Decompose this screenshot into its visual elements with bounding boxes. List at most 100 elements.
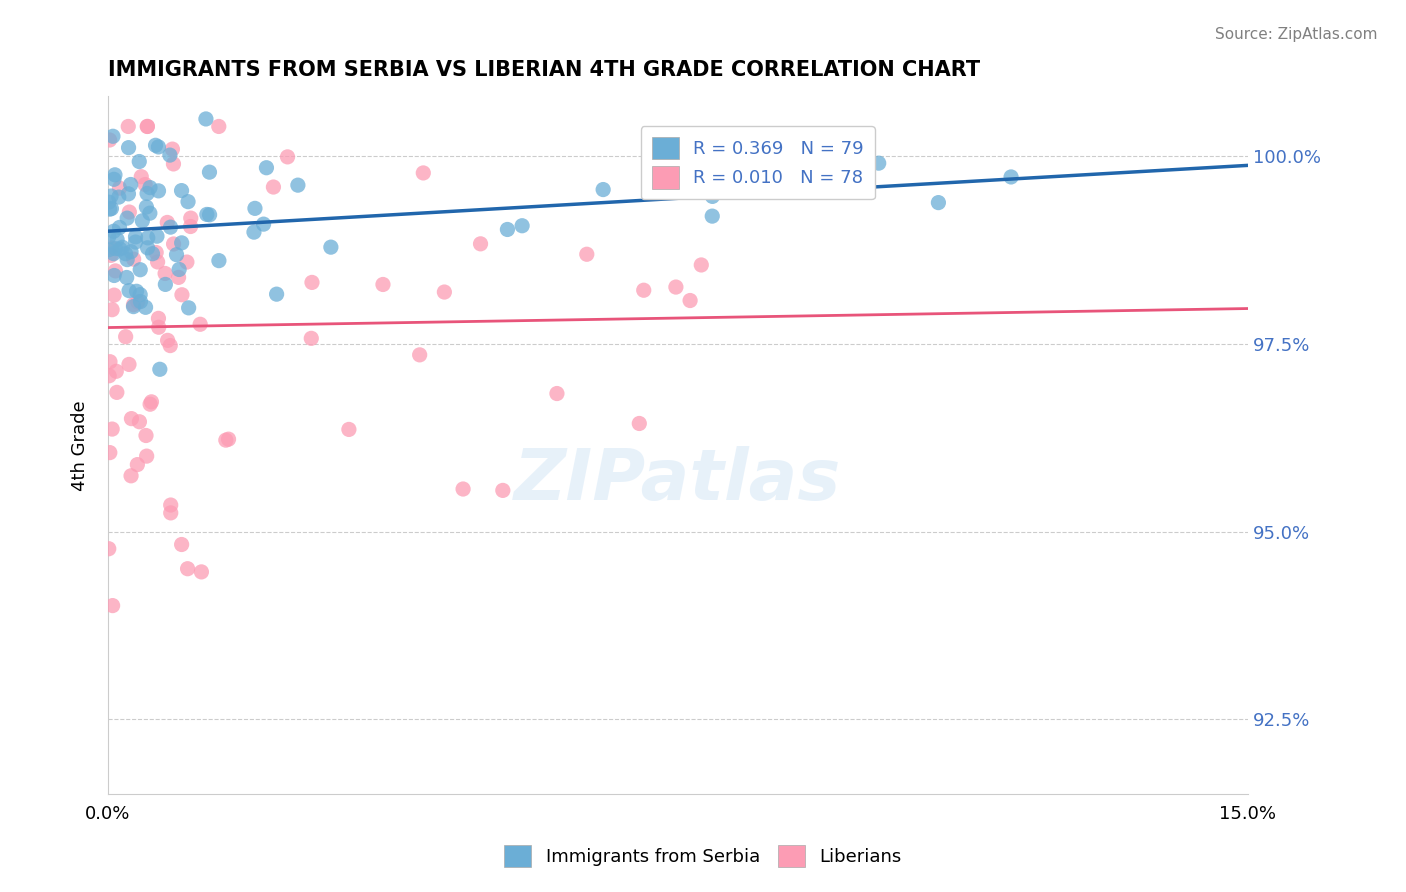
Point [115, 211, 138, 226]
Point [198, 165, 221, 179]
Point [115, 252, 138, 267]
Point [100, 189, 122, 203]
Point [117, 141, 139, 155]
Point [215, 433, 238, 447]
Point [146, 255, 169, 269]
Point [628, 417, 651, 431]
Point [167, 270, 190, 285]
Point [451, 482, 474, 496]
Point [190, 565, 212, 579]
Point [546, 386, 568, 401]
Point [148, 184, 170, 198]
Point [665, 280, 688, 294]
Point [118, 358, 141, 372]
Point [122, 298, 145, 312]
Point [135, 428, 157, 442]
Point [136, 231, 159, 245]
Legend: Immigrants from Serbia, Liberians: Immigrants from Serbia, Liberians [496, 838, 910, 874]
Point [107, 190, 129, 204]
Point [141, 246, 163, 260]
Point [105, 364, 128, 378]
Point [135, 301, 157, 315]
Point [496, 222, 519, 236]
Point [299, 331, 322, 345]
Point [153, 267, 176, 281]
Legend: R = 0.369   N = 79, R = 0.010   N = 78: R = 0.369 N = 79, R = 0.010 N = 78 [641, 127, 875, 199]
Point [139, 206, 162, 220]
Point [135, 449, 157, 463]
Point [129, 287, 152, 301]
Point [702, 209, 724, 223]
Point [122, 252, 145, 267]
Point [159, 338, 181, 352]
Point [868, 156, 890, 170]
Point [927, 195, 949, 210]
Point [194, 112, 217, 126]
Point [97, 541, 120, 556]
Point [98, 133, 121, 147]
Point [118, 205, 141, 219]
Point [208, 253, 231, 268]
Point [177, 301, 200, 315]
Point [243, 202, 266, 216]
Point [145, 245, 167, 260]
Point [120, 411, 142, 425]
Point [408, 348, 430, 362]
Point [128, 415, 150, 429]
Point [433, 285, 456, 299]
Point [319, 240, 342, 254]
Point [575, 247, 598, 261]
Point [120, 244, 142, 259]
Point [262, 180, 284, 194]
Point [277, 150, 299, 164]
Point [702, 189, 724, 203]
Point [127, 295, 149, 310]
Point [128, 154, 150, 169]
Point [120, 468, 142, 483]
Point [97, 229, 120, 244]
Point [592, 183, 614, 197]
Point [218, 432, 240, 446]
Point [301, 276, 323, 290]
Point [114, 329, 136, 343]
Point [470, 236, 492, 251]
Point [135, 200, 157, 214]
Point [256, 161, 278, 175]
Point [103, 268, 125, 283]
Point [124, 230, 146, 244]
Point [105, 385, 128, 400]
Point [104, 264, 127, 278]
Point [162, 237, 184, 252]
Point [146, 229, 169, 244]
Point [148, 311, 170, 326]
Point [98, 445, 121, 459]
Point [266, 287, 288, 301]
Point [98, 202, 121, 216]
Point [129, 294, 152, 309]
Point [167, 262, 190, 277]
Point [155, 277, 177, 292]
Point [159, 498, 181, 512]
Point [208, 120, 231, 134]
Point [148, 320, 170, 334]
Point [111, 240, 134, 254]
Point [371, 277, 394, 292]
Point [100, 248, 122, 262]
Text: Source: ZipAtlas.com: Source: ZipAtlas.com [1215, 27, 1378, 42]
Point [188, 318, 211, 332]
Point [195, 207, 218, 221]
Point [131, 214, 153, 228]
Point [170, 287, 193, 301]
Point [104, 168, 127, 182]
Point [176, 255, 198, 269]
Point [98, 354, 121, 368]
Point [117, 120, 139, 134]
Point [707, 159, 730, 173]
Point [287, 178, 309, 193]
Point [198, 208, 221, 222]
Point [117, 186, 139, 201]
Point [337, 422, 360, 436]
Point [103, 246, 125, 260]
Point [114, 246, 136, 260]
Point [129, 262, 152, 277]
